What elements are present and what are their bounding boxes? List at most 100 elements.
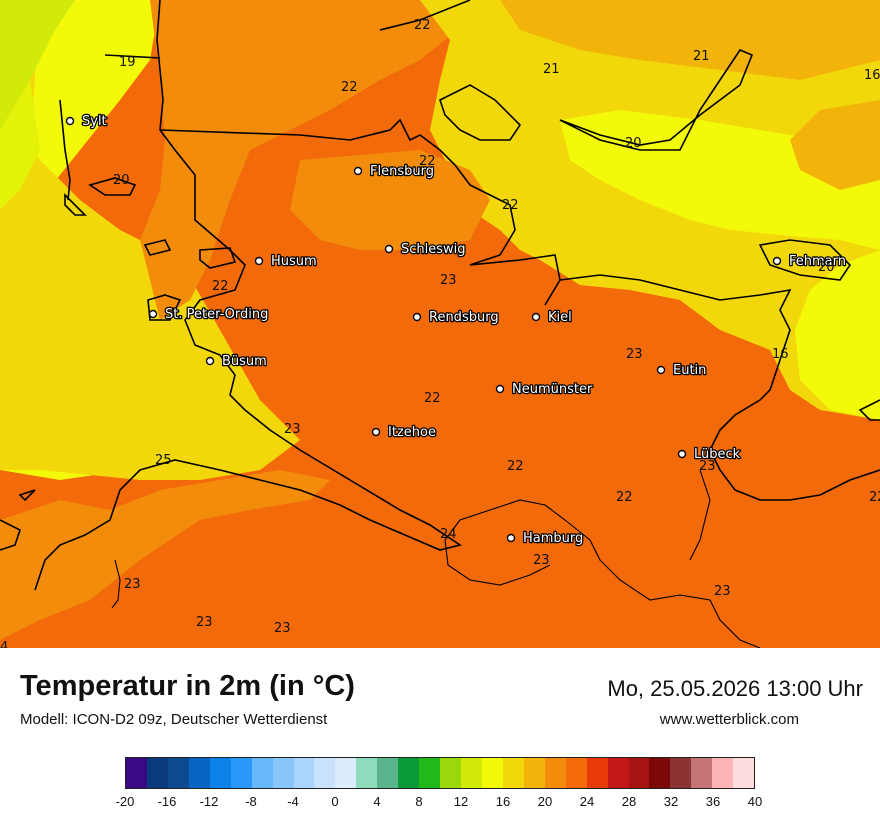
color-scale-tick-label: 16 <box>495 794 511 809</box>
color-swatch <box>314 758 336 788</box>
color-scale-tick-label: -20 <box>115 794 135 809</box>
contour-label: 22 <box>502 198 519 213</box>
temperature-map[interactable]: Sylt Flensburg Schleswig Husum St. Peter… <box>0 0 880 648</box>
contour-label: 20 <box>113 173 130 188</box>
city-buesum[interactable]: Büsum <box>205 353 268 370</box>
temperature-field-21-south <box>0 470 330 640</box>
color-scale-tick-label: 40 <box>747 794 763 809</box>
city-rendsburg[interactable]: Rendsburg <box>412 309 500 326</box>
city-hamburg[interactable]: Hamburg <box>506 530 585 547</box>
contour-label: 23 <box>699 459 716 474</box>
city-kiel[interactable]: Kiel <box>531 309 573 326</box>
city-fehmarn[interactable]: Fehmarn <box>772 253 847 270</box>
contour-label: 4 <box>0 640 8 648</box>
color-scale-tick-label: 36 <box>705 794 721 809</box>
svg-text:Kiel: Kiel <box>548 310 572 325</box>
city-st-peter-ording[interactable]: St. Peter-Ording <box>148 306 270 323</box>
contour-label: 22 <box>414 18 431 33</box>
map-footer: Temperatur in 2m (in °C) Modell: ICON-D2… <box>0 648 880 830</box>
color-swatch <box>649 758 671 788</box>
color-swatch <box>293 758 315 788</box>
svg-text:Schleswig: Schleswig <box>401 242 466 257</box>
city-eutin[interactable]: Eutin <box>656 362 708 379</box>
svg-text:Rendsburg: Rendsburg <box>429 310 499 325</box>
color-swatch <box>398 758 420 788</box>
city-sylt[interactable]: Sylt <box>65 113 108 130</box>
chart-title: Temperatur in 2m (in °C) <box>20 670 355 702</box>
svg-text:Husum: Husum <box>271 254 317 269</box>
color-swatch <box>146 758 168 788</box>
color-swatch <box>607 758 629 788</box>
contour-label: 24 <box>440 527 457 542</box>
contour-label: 23 <box>440 273 457 288</box>
color-swatch <box>356 758 378 788</box>
city-schleswig[interactable]: Schleswig <box>384 241 467 258</box>
city-luebeck[interactable]: Lübeck <box>677 446 742 463</box>
color-swatch <box>691 758 713 788</box>
color-swatch <box>126 758 147 788</box>
color-swatch <box>586 758 608 788</box>
contour-label: 21 <box>543 62 560 77</box>
svg-text:Neumünster: Neumünster <box>512 382 593 397</box>
color-swatch <box>230 758 252 788</box>
color-swatch <box>523 758 545 788</box>
contour-label: 16 <box>772 347 789 362</box>
color-scale-ticks: -20 -16 -12 -8 -4 0 4 8 12 16 20 24 28 32 36 40 <box>116 794 763 814</box>
city-neumuenster[interactable]: Neumünster <box>495 381 594 398</box>
coastlines <box>0 0 880 591</box>
svg-text:Lübeck: Lübeck <box>694 447 741 462</box>
contour-label: 23 <box>124 577 141 592</box>
map-canvas: Sylt Flensburg Schleswig Husum St. Peter… <box>0 0 880 648</box>
color-swatch <box>733 758 755 788</box>
temperature-field-21-baltic-north <box>500 0 880 80</box>
color-swatch <box>502 758 524 788</box>
color-swatch <box>377 758 399 788</box>
city-husum[interactable]: Husum <box>254 253 318 270</box>
color-swatch <box>209 758 231 788</box>
contour-label: 23 <box>533 553 550 568</box>
color-swatch <box>712 758 734 788</box>
color-scale-tick-label: 8 <box>415 794 423 809</box>
color-swatch <box>335 758 357 788</box>
city-flensburg[interactable]: Flensburg <box>353 163 435 180</box>
color-scale-tick-label: 20 <box>537 794 553 809</box>
svg-text:Eutin: Eutin <box>673 363 706 378</box>
contour-label: 22 <box>869 490 880 505</box>
svg-text:Itzehoe: Itzehoe <box>388 425 436 440</box>
valid-time: Mo, 25.05.2026 13:00 Uhr <box>607 676 863 701</box>
color-swatch <box>419 758 441 788</box>
color-scale-tick-label: 28 <box>621 794 637 809</box>
contour-label: 23 <box>284 422 301 437</box>
color-scale-tick-label: 4 <box>373 794 381 809</box>
temperature-field-22 <box>290 150 490 250</box>
color-swatch <box>544 758 566 788</box>
model-info: Modell: ICON-D2 09z, Deutscher Wetterdie… <box>20 711 328 728</box>
contour-label: 23 <box>626 347 643 362</box>
website-link[interactable]: www.wetterblick.com <box>659 711 799 728</box>
color-scale-tick-label: 0 <box>331 794 339 809</box>
contour-label: 23 <box>196 615 213 630</box>
color-swatch <box>628 758 650 788</box>
temperature-field-17 <box>0 80 40 210</box>
color-scale-tick-label: -8 <box>245 794 257 809</box>
color-swatch <box>440 758 461 788</box>
contour-label: 22 <box>419 154 436 169</box>
temperature-field-16 <box>0 0 75 130</box>
temperature-field-21 <box>140 0 480 320</box>
temperature-field-21-baltic-mid <box>790 100 880 190</box>
contour-label: 25 <box>155 453 172 468</box>
contour-label: 20 <box>625 136 642 151</box>
contour-label: 22 <box>507 459 524 474</box>
city-itzehoe[interactable]: Itzehoe <box>371 424 437 441</box>
contour-label: 20 <box>818 260 835 275</box>
color-swatch <box>461 758 482 788</box>
contour-label: 21 <box>693 49 710 64</box>
color-swatch <box>481 758 503 788</box>
color-swatch <box>272 758 294 788</box>
contour-labels: 22 19 22 21 21 16 22 20 20 22 22 23 23 1… <box>0 18 880 648</box>
contour-label: 22 <box>616 490 633 505</box>
city-markers: Sylt Flensburg Schleswig Husum St. Peter… <box>65 113 847 547</box>
color-swatch <box>670 758 692 788</box>
contour-label: 23 <box>274 621 291 636</box>
state-borders <box>111 469 761 648</box>
